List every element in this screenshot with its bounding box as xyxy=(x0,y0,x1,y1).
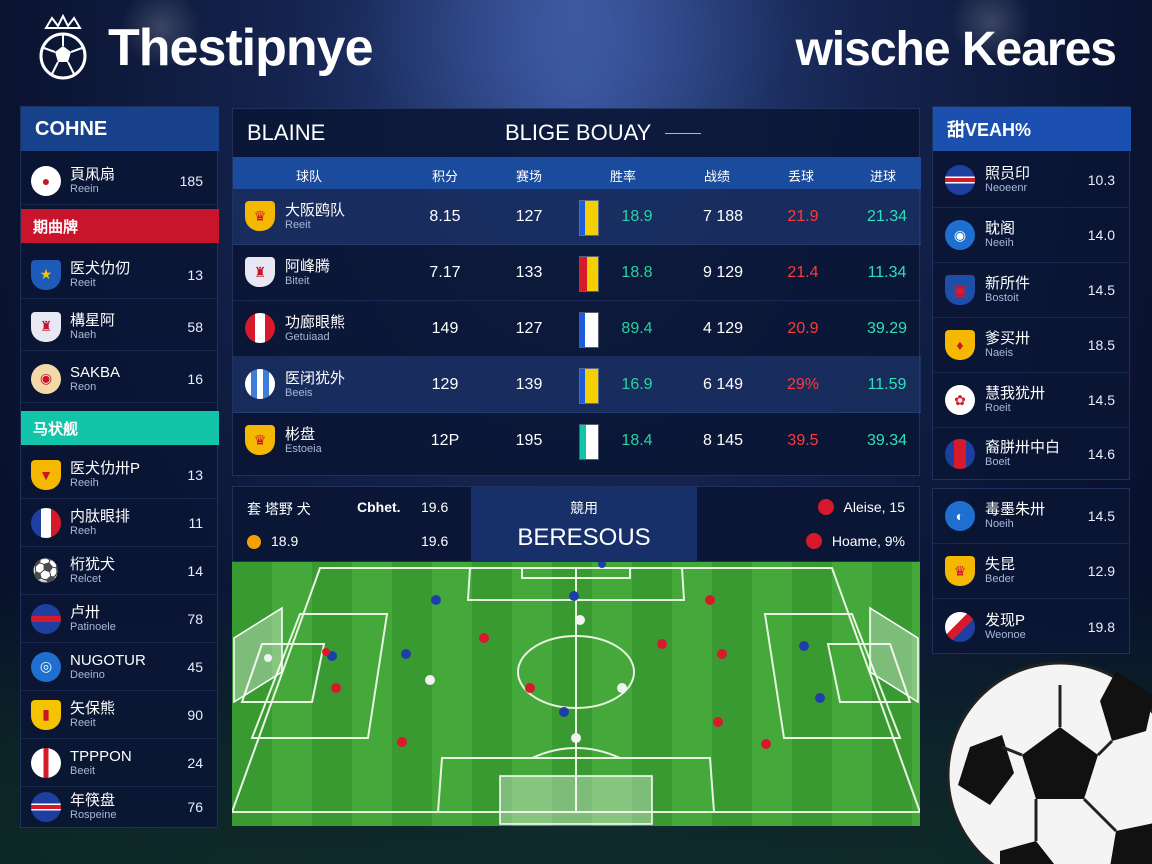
team-crest-icon: ✿ xyxy=(945,385,975,415)
featured-match[interactable]: 競用 BERESOUS xyxy=(471,487,697,563)
team-crest-icon: ♛ xyxy=(245,201,275,231)
heart-icon xyxy=(805,533,822,549)
flag-france-icon xyxy=(31,507,61,538)
team-crest-icon: ♛ xyxy=(245,425,275,455)
section-header-red[interactable]: 期曲牌 xyxy=(21,209,219,243)
list-item[interactable]: ● 頁凩扇 Reein 185 xyxy=(21,157,217,205)
team-crest-icon: ♛ xyxy=(945,556,975,586)
match-stat-1: Aleise, 15 xyxy=(817,499,905,515)
list-item[interactable]: ◎ NUGOTUR Deeino 45 xyxy=(21,643,217,691)
soccer-crown-logo-icon xyxy=(39,14,87,80)
team-crest-icon: ♜ xyxy=(31,311,61,342)
list-item[interactable]: TPPPON Beeit 24 xyxy=(21,739,217,787)
team-crest-icon: ◎ xyxy=(31,651,61,682)
form-bar xyxy=(579,200,599,236)
column-header[interactable]: 进球 xyxy=(869,169,897,184)
table-row[interactable]: ♛ 彬盘 Estoeia 12P 195 18.4 8 145 39.5 39.3… xyxy=(233,413,921,469)
team-crest-icon: ◉ xyxy=(31,363,61,394)
tab-right[interactable]: BLIGE BOUAY xyxy=(505,120,652,145)
list-item[interactable]: ▮ 矢保熊 Reeit 90 xyxy=(21,691,217,739)
list-item[interactable]: ▣ 新所件 Bostoit 14.5 xyxy=(933,263,1129,318)
pitch-view[interactable] xyxy=(232,562,920,826)
flag-icon xyxy=(31,603,61,634)
right-odds-panel: 甜VEAH% 照员印 Neoeenr 10.3 ◉ 耽阁 Neeih 14.0 ▣ … xyxy=(932,106,1131,481)
form-bar xyxy=(579,312,599,348)
flag-icon xyxy=(245,313,275,343)
list-item[interactable]: ▼ 医犬仂卅P Reeih 13 xyxy=(21,451,217,499)
table-row[interactable]: 医闭犹外 Beeis 129 139 16.9 6 149 29% 11.59 xyxy=(233,357,921,413)
form-bar xyxy=(579,368,599,404)
tab-divider xyxy=(665,133,701,134)
flag-uk-icon xyxy=(945,165,975,195)
list-item[interactable]: 卢卅 Patinoele 78 xyxy=(21,595,217,643)
players xyxy=(264,562,825,749)
list-item[interactable]: ♛ 失昆 Beder 12.9 xyxy=(933,544,1129,599)
column-header[interactable]: 积分 xyxy=(431,169,459,184)
column-header[interactable]: 球队 xyxy=(295,169,323,184)
orange-dot-icon xyxy=(247,535,261,550)
team-crest-icon: ◉ xyxy=(945,220,975,250)
flag-icon xyxy=(945,438,975,469)
red-dot-icon xyxy=(817,499,834,515)
app-subtitle: wische Keares xyxy=(795,23,1117,76)
table-row[interactable]: 功廊眼熊 Getuiaad 149 127 89.4 4 129 20.9 39.… xyxy=(233,301,921,357)
left-standings-panel: COHNE ● 頁凩扇 Reein 185 期曲牌 ★ 医犬仂仞 Reeit 13 … xyxy=(20,106,219,831)
list-item[interactable]: ◐ 毒墨朱卅 Noeih 14.5 xyxy=(933,489,1129,544)
list-item[interactable]: ⚽ 桁犹犬 Relcet 14 xyxy=(21,547,217,595)
list-item[interactable]: 照员印 Neoeenr 10.3 xyxy=(933,153,1129,208)
list-item[interactable]: ◉ SAKBA Reon 16 xyxy=(21,355,217,403)
team-crest-icon: ★ xyxy=(31,259,61,290)
goal-right-icon xyxy=(869,606,919,704)
list-item[interactable]: ♦ 爹买卅 Naeis 18.5 xyxy=(933,318,1129,373)
left-panel-title: COHNE xyxy=(21,107,219,151)
match-stat-2: Hoame, 9% xyxy=(805,533,905,549)
list-item[interactable]: ◉ 耽阁 Neeih 14.0 xyxy=(933,208,1129,263)
form-bar xyxy=(579,256,599,292)
match-summary-strip: 套 塔野 犬 Cbhet. 19.6 18.9 19.6 競用 BERESOUS… xyxy=(232,486,920,563)
team-crest-icon: ♜ xyxy=(245,257,275,287)
list-item[interactable]: ★ 医犬仂仞 Reeit 13 xyxy=(21,251,217,299)
goal-bottom-icon xyxy=(499,775,653,825)
list-item[interactable]: 内肽眼排 Reeh 11 xyxy=(21,499,217,547)
team-crest-icon: ♦ xyxy=(945,330,975,360)
list-item[interactable]: 年筷盘 Rospeine 76 xyxy=(21,783,217,831)
right-panel-title: 甜VEAH% xyxy=(933,107,1131,151)
team-crest-icon: ▣ xyxy=(945,275,975,305)
table-header: 球队 积分 赛场 胜率 战绩 丢球 进球 xyxy=(233,157,921,189)
soccer-ball-icon xyxy=(946,661,1152,864)
app-title: Thestipnye xyxy=(108,19,373,77)
table-row[interactable]: ♜ 阿峰腾 Biteit 7.17 133 18.8 9 129 21.4 11.… xyxy=(233,245,921,301)
table-row[interactable]: ♛ 大阪鸥队 Reeit 8.15 127 18.9 7 188 21.9 21.… xyxy=(233,189,921,245)
flag-icon xyxy=(945,611,975,642)
flag-england-icon xyxy=(31,747,61,778)
standings-table: BLAINE BLIGE BOUAY 球队 积分 赛场 胜率 战绩 丢球 进球 … xyxy=(232,108,921,476)
column-header[interactable]: 丢球 xyxy=(787,169,815,184)
team-crest-icon: ◐ xyxy=(945,501,975,531)
list-item[interactable]: ♜ 構星阿 Naeh 58 xyxy=(21,303,217,351)
tab-left[interactable]: BLAINE xyxy=(247,120,326,145)
list-item[interactable]: 发现P Weonoe 19.8 xyxy=(933,599,1129,654)
column-header[interactable]: 战绩 xyxy=(703,169,731,184)
section-header-teal[interactable]: 马状舰 xyxy=(21,411,219,445)
match-line-1: 套 塔野 犬 Cbhet. 19.6 xyxy=(247,499,449,517)
pitch-markings xyxy=(232,567,920,813)
list-item[interactable]: 裔胼卅中白 Boeit 14.6 xyxy=(933,426,1129,481)
team-crest-icon: ● xyxy=(31,165,61,196)
column-header[interactable]: 胜率 xyxy=(609,169,637,184)
column-header[interactable]: 赛场 xyxy=(515,169,543,184)
team-crest-icon xyxy=(245,369,275,399)
team-crest-icon: ▮ xyxy=(31,699,61,730)
goal-left-icon xyxy=(233,606,283,704)
team-crest-icon: ▼ xyxy=(31,459,61,490)
flag-uk-icon xyxy=(31,792,61,822)
kicker-icon: ⚽ xyxy=(32,557,60,583)
match-line-2: 18.9 19.6 xyxy=(247,533,448,550)
featured-match-name: BERESOUS xyxy=(517,524,651,551)
form-bar xyxy=(579,424,599,460)
featured-match-label: 競用 xyxy=(570,500,598,516)
right-secondary-panel: ◐ 毒墨朱卅 Noeih 14.5 ♛ 失昆 Beder 12.9 发现P Weono… xyxy=(932,488,1130,654)
list-item[interactable]: ✿ 慧我犹卅 Roeit 14.5 xyxy=(933,373,1129,428)
